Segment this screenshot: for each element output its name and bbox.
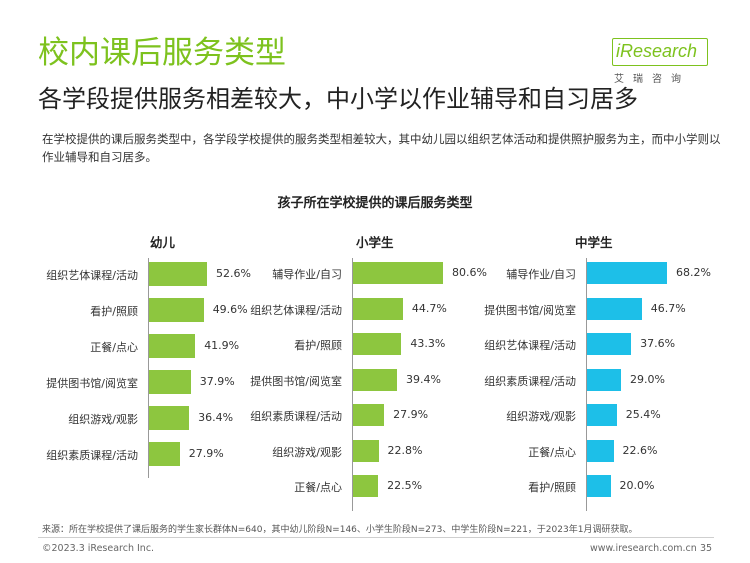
category-label-1-0: 辅导作业/自习 [272,268,342,281]
value-label-1-6: 22.5% [387,479,423,492]
category-label-1-4: 组织素质课程/活动 [250,410,342,423]
category-label-2-2: 组织艺体课程/活动 [484,339,576,352]
category-label-0-5: 组织素质课程/活动 [46,449,138,462]
group-title-1: 小学生 [356,235,394,250]
bar-1-5 [353,439,379,462]
bar-1-2 [353,333,402,355]
iresearch-logo: iResearch 艾瑞咨询 [612,38,710,85]
category-label-1-6: 正餐/点心 [294,481,342,494]
value-label-1-4: 27.9% [393,408,429,421]
value-label-2-6: 20.0% [619,479,655,492]
bar-2-5 [587,439,614,462]
value-label-0-5: 27.9% [188,447,224,460]
category-label-1-1: 组织艺体课程/活动 [250,303,342,317]
page-number: 35 [700,543,713,554]
category-label-2-5: 正餐/点心 [528,445,576,459]
source-note: 来源：所在学校提供了课后服务的学生家长群体N=640，其中幼儿阶段N=146、小… [42,525,638,535]
axis-line-1 [352,258,353,511]
axis-line-2 [586,258,587,511]
value-label-2-0: 68.2% [676,266,711,279]
category-label-2-3: 组织素质课程/活动 [484,374,576,388]
logo-frame [612,38,708,66]
bar-1-4 [353,404,385,426]
category-label-2-0: 辅导作业/自习 [506,268,576,281]
value-label-2-4: 25.4% [625,408,661,421]
category-label-0-1: 看护/照顾 [90,305,138,318]
page-title: 校内课后服务类型 [38,35,286,71]
category-label-1-3: 提供图书馆/阅览室 [250,374,342,388]
value-label-1-5: 22.8% [387,443,423,457]
category-label-2-1: 提供图书馆/阅览室 [484,303,576,317]
category-label-1-2: 看护/照顾 [294,339,342,352]
value-label-2-3: 29.0% [630,372,665,386]
value-label-2-1: 46.7% [650,301,686,315]
bar-1-0 [353,262,443,284]
group-title-0: 幼儿 [150,235,176,250]
bar-2-6 [587,475,611,497]
category-label-2-6: 看护/照顾 [528,481,576,494]
category-label-1-5: 组织游戏/观影 [272,445,342,459]
bar-1-3 [353,368,397,391]
value-label-0-4: 36.4% [198,411,234,424]
bar-2-1 [587,297,642,320]
bar-1-6 [353,475,379,497]
bar-2-4 [587,404,617,426]
value-label-1-0: 80.6% [452,266,487,279]
category-label-0-3: 提供图书馆/阅览室 [46,377,138,390]
logo-text: iResearch [616,41,698,61]
category-label-0-4: 组织游戏/观影 [68,413,138,426]
bar-2-2 [587,333,632,355]
bar-0-3 [149,370,191,394]
bar-0-4 [149,406,190,430]
chart-title: 孩子所在学校提供的课后服务类型 [277,196,473,211]
value-label-0-0: 52.6% [216,267,251,280]
category-label-0-0: 组织艺体课程/活动 [46,269,138,282]
bar-0-0 [149,262,207,286]
group-title-2: 中学生 [575,235,613,250]
category-label-2-4: 组织游戏/观影 [506,410,576,423]
value-label-2-2: 37.6% [640,337,676,350]
value-label-2-5: 22.6% [622,443,658,457]
logo-subtext: 艾瑞咨询 [614,74,690,85]
bar-2-0 [587,262,667,284]
page-description: 在学校提供的课后服务类型中，各学段学校提供的服务类型相差较大，其中幼儿园以组织艺… [42,132,721,164]
value-label-0-3: 37.9% [199,375,235,388]
footer-divider [38,537,714,538]
axis-line-0 [148,258,149,478]
value-label-1-3: 39.4% [405,372,441,386]
category-label-0-2: 正餐/点心 [90,341,138,354]
value-label-1-1: 44.7% [411,301,447,315]
page-subtitle: 各学段提供服务相差较大，中小学以作业辅导和自习居多 [38,85,638,113]
bar-0-5 [149,442,180,466]
bar-0-2 [149,334,196,358]
bar-1-1 [353,297,403,320]
value-label-0-1: 49.6% [212,303,248,316]
bar-2-3 [587,368,621,391]
bar-0-1 [149,298,204,322]
value-label-1-2: 43.3% [410,337,446,350]
copyright: ©2023.3 iResearch Inc. [42,543,155,554]
website-link[interactable]: www.iresearch.com.cn [590,543,697,554]
value-label-0-2: 41.9% [204,339,240,352]
